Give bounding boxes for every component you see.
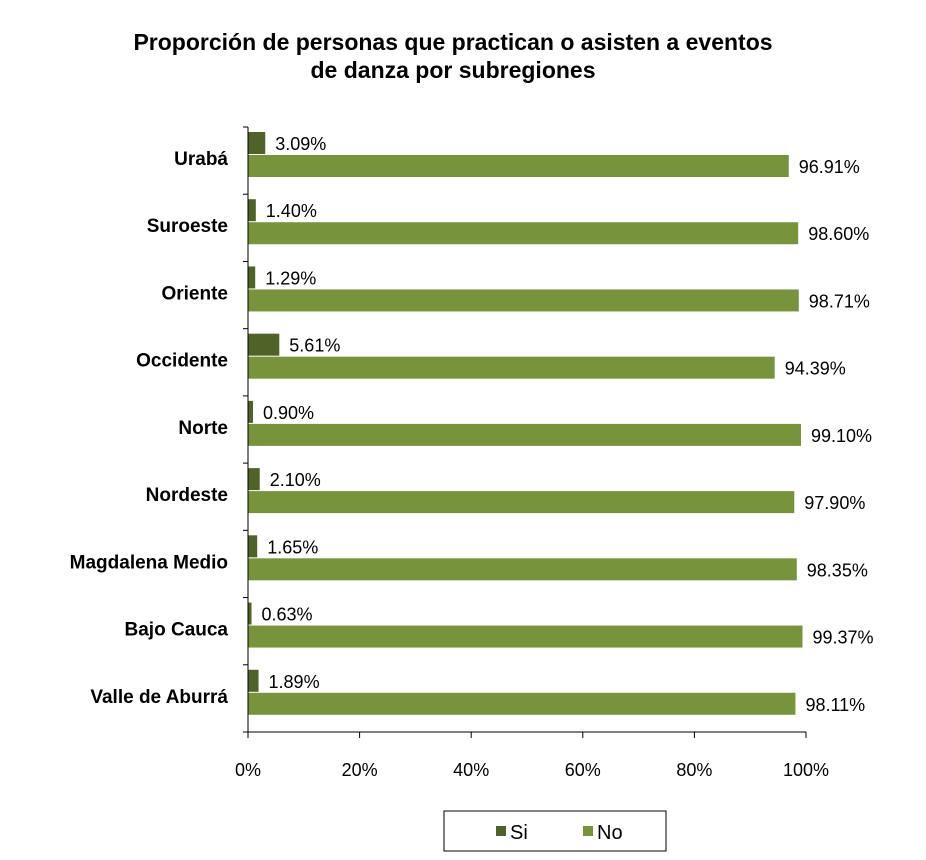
bar-no [248,155,789,177]
category-label: Suroeste [147,216,228,237]
x-tick-label: 100% [783,760,829,780]
bar-si [248,468,260,491]
bar-no [248,692,796,715]
bar-si [248,400,254,423]
category-label: Oriente [161,283,228,304]
data-label-no: 98.35% [807,560,868,580]
legend-label-si: Si [510,822,528,844]
legend-label-no: No [597,822,623,844]
x-tick-label: 0% [235,760,261,780]
bar-no [248,222,799,245]
bar-no [248,423,801,446]
data-label-si: 0.90% [263,403,314,423]
bar-si [248,266,256,289]
data-label-si: 2.10% [270,470,321,490]
data-label-si: 1.29% [265,268,316,288]
bar-si [248,199,256,222]
x-tick-label: 20% [342,760,378,780]
data-label-si: 5.61% [289,336,340,356]
x-tick-label: 40% [453,760,489,780]
bar-no [248,491,795,514]
data-label-si: 0.63% [262,605,313,625]
chart-title-line-2: de danza por subregiones [311,57,596,83]
data-label-no: 98.71% [809,291,870,311]
bar-no [248,558,797,581]
data-label-no: 99.37% [812,628,873,648]
bar-si [248,535,258,558]
legend: Si No [443,810,667,852]
data-label-no: 97.90% [804,493,865,513]
data-label-no: 99.10% [811,426,872,446]
legend-box [443,810,667,852]
bar-si [248,602,252,625]
bar-si [248,333,280,356]
bar-no [248,625,803,648]
category-label: Nordeste [146,485,228,506]
x-axis: 0% 20% 40% 60% 80% 100% [235,126,829,780]
data-label-no: 98.11% [805,695,865,715]
legend-swatch-no [583,826,593,836]
x-tick-label: 80% [676,760,712,780]
category-label: Bajo Cauca [125,620,229,641]
category-label: Urabá [174,149,228,170]
category-label: Valle de Aburrá [90,687,228,708]
bar-si [248,132,266,154]
bar-si [248,669,259,692]
data-label-si: 1.65% [267,537,318,557]
data-label-si: 1.40% [266,201,317,221]
data-label-si: 1.89% [269,672,320,692]
category-label: Occidente [136,351,228,372]
category-label: Norte [178,418,228,439]
category-label: Magdalena Medio [70,552,228,573]
legend-swatch-si [496,826,506,836]
bar-no [248,289,799,312]
bar-no [248,356,775,379]
plot-area: Urabá 3.09% 96.91% Suroeste 1.40% 98.60% Orien… [70,132,874,715]
data-label-si: 3.09% [275,134,326,154]
chart-title-line-1: Proporción de personas que practican o a… [133,29,772,55]
data-label-no: 98.60% [808,224,869,244]
data-label-no: 96.91% [799,157,860,177]
data-label-no: 94.39% [785,359,846,379]
x-tick-label: 60% [565,760,601,780]
